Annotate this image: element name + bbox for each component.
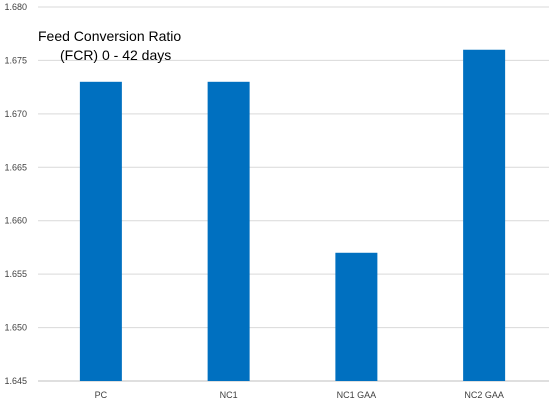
y-tick-label: 1.675: [4, 55, 27, 65]
y-tick-label: 1.665: [4, 162, 27, 172]
x-tick-label: NC1 GAA: [337, 390, 377, 400]
y-tick-label: 1.660: [4, 216, 27, 226]
x-tick-label: NC1: [220, 390, 238, 400]
y-tick-label: 1.680: [4, 2, 27, 12]
chart-title-line-2: (FCR) 0 - 42 days: [60, 47, 172, 63]
bar: [79, 81, 122, 382]
bar: [463, 49, 506, 381]
y-tick-label: 1.650: [4, 323, 27, 333]
y-tick-label: 1.645: [4, 376, 27, 386]
x-tick-label: NC2 GAA: [464, 390, 504, 400]
y-tick-label: 1.670: [4, 109, 27, 119]
bar: [207, 81, 250, 382]
y-tick-label: 1.655: [4, 269, 27, 279]
bar: [335, 252, 378, 381]
x-tick-label: PC: [95, 390, 108, 400]
chart-title-line-1: Feed Conversion Ratio: [38, 28, 182, 44]
chart-title: Feed Conversion Ratio (FCR) 0 - 42 days: [38, 27, 181, 65]
